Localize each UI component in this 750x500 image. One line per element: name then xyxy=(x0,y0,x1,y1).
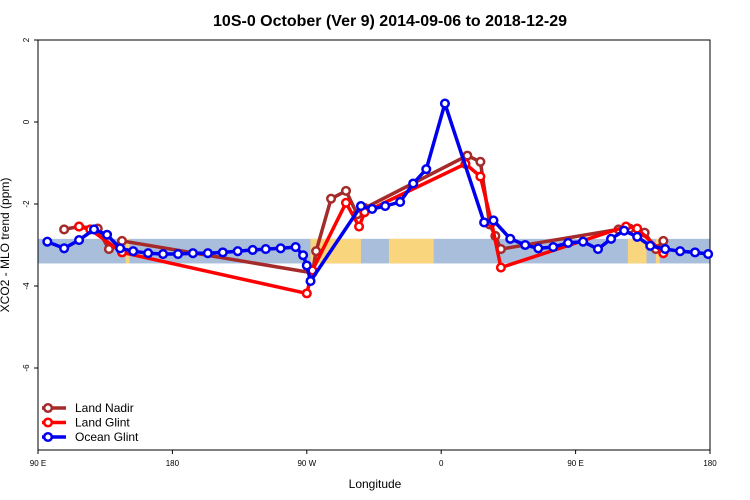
legend-item-land-glint: Land Glint xyxy=(42,416,130,430)
data-point-ocean-glint xyxy=(395,196,406,207)
legend-label: Land Glint xyxy=(75,416,130,430)
chart-title: 10S-0 October (Ver 9) 2014-09-06 to 2018… xyxy=(213,13,567,30)
data-point-land-nadir xyxy=(658,235,669,246)
plot-frame xyxy=(37,39,711,451)
data-point-ocean-glint xyxy=(128,246,139,257)
data-point-ocean-glint xyxy=(380,201,391,212)
data-point-land-nadir xyxy=(340,185,352,196)
data-point-ocean-glint xyxy=(102,229,113,240)
data-point-ocean-glint xyxy=(632,231,643,242)
data-point-ocean-glint xyxy=(42,236,53,247)
data-point-land-glint xyxy=(495,262,506,273)
y-axis: 2 0 -2 -4 -6 xyxy=(22,37,38,372)
data-point-ocean-glint xyxy=(88,224,100,235)
x-tick-label: 90 E xyxy=(30,459,46,468)
series-ocean-glint xyxy=(42,98,714,287)
legend-marker xyxy=(42,402,54,414)
x-axis-label: Longitude xyxy=(349,477,402,491)
data-point-ocean-glint xyxy=(533,243,544,254)
x-axis: 90 E 180 90 W 0 90 E 180 xyxy=(30,450,717,468)
data-point-ocean-glint xyxy=(548,242,559,253)
data-point-ocean-glint xyxy=(675,246,686,257)
legend-marker xyxy=(42,431,54,443)
data-point-land-nadir xyxy=(475,156,486,167)
data-point-ocean-glint xyxy=(247,244,258,255)
data-point-ocean-glint xyxy=(59,243,70,254)
data-point-ocean-glint xyxy=(290,242,301,253)
data-point-ocean-glint xyxy=(275,243,286,254)
data-point-ocean-glint xyxy=(408,178,419,189)
data-point-ocean-glint xyxy=(217,247,228,258)
x-tick-label: 90 W xyxy=(297,459,316,468)
data-point-ocean-glint xyxy=(479,217,490,228)
legend-marker xyxy=(42,417,54,428)
data-point-ocean-glint xyxy=(578,236,589,247)
data-point-land-glint xyxy=(354,221,365,232)
data-point-land-nadir xyxy=(326,193,337,204)
data-point-land-glint xyxy=(632,223,643,234)
y-tick-label: -2 xyxy=(22,200,31,208)
data-point-ocean-glint xyxy=(660,244,671,255)
data-point-ocean-glint xyxy=(115,243,126,254)
data-point-ocean-glint xyxy=(690,247,701,258)
legend-label: Land Nadir xyxy=(75,401,134,415)
data-point-ocean-glint xyxy=(260,244,271,255)
data-point-ocean-glint xyxy=(505,233,516,244)
land-block xyxy=(627,238,647,264)
series-layer xyxy=(42,98,714,299)
data-point-ocean-glint xyxy=(563,237,574,248)
y-tick-label: -6 xyxy=(22,364,31,372)
data-point-ocean-glint xyxy=(298,250,309,261)
x-tick-label: 180 xyxy=(166,459,180,468)
legend-label: Ocean Glint xyxy=(75,430,139,444)
y-tick-label: 2 xyxy=(22,37,31,42)
data-point-ocean-glint xyxy=(367,203,378,214)
data-point-land-glint xyxy=(74,221,85,232)
legend-item-land-nadir: Land Nadir xyxy=(42,401,134,415)
data-point-ocean-glint xyxy=(421,164,432,175)
data-point-land-nadir xyxy=(59,224,70,235)
data-point-ocean-glint xyxy=(606,233,617,244)
series-land-glint xyxy=(74,158,669,299)
x-tick-label: 90 E xyxy=(567,459,583,468)
data-point-land-glint xyxy=(301,288,312,299)
data-point-ocean-glint xyxy=(488,215,499,226)
data-point-ocean-glint xyxy=(645,240,656,251)
data-point-land-nadir xyxy=(311,246,322,257)
y-tick-label: 0 xyxy=(22,119,31,124)
data-point-ocean-glint xyxy=(619,225,630,236)
data-point-ocean-glint xyxy=(74,235,85,246)
data-point-land-glint xyxy=(475,171,486,182)
data-point-ocean-glint xyxy=(143,248,154,259)
data-point-ocean-glint xyxy=(305,276,316,287)
legend-item-ocean-glint: Ocean Glint xyxy=(42,430,139,444)
data-point-ocean-glint xyxy=(439,98,450,109)
data-point-ocean-glint xyxy=(187,248,198,259)
data-point-ocean-glint xyxy=(703,248,714,260)
data-point-land-nadir xyxy=(103,244,114,255)
data-point-ocean-glint xyxy=(232,246,243,257)
x-tick-label: 0 xyxy=(439,459,444,468)
y-tick-label: -4 xyxy=(22,282,31,290)
data-point-ocean-glint xyxy=(301,260,312,271)
data-point-ocean-glint xyxy=(520,239,531,251)
series-line-land-glint xyxy=(78,162,665,296)
data-point-land-glint xyxy=(340,197,352,208)
y-axis-label: XCO2 - MLO trend (ppm) xyxy=(0,178,12,313)
x-tick-label: 180 xyxy=(703,459,717,468)
data-point-ocean-glint xyxy=(355,201,366,212)
data-point-ocean-glint xyxy=(172,248,184,260)
data-point-ocean-glint xyxy=(158,248,169,260)
data-point-ocean-glint xyxy=(202,248,213,259)
data-point-ocean-glint xyxy=(592,244,604,255)
land-block xyxy=(388,238,434,264)
